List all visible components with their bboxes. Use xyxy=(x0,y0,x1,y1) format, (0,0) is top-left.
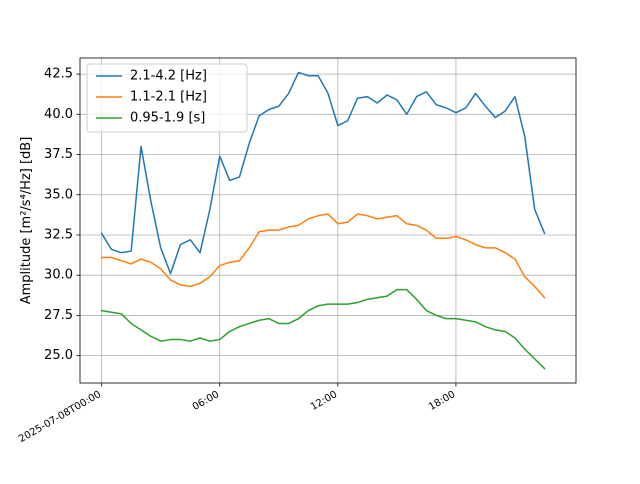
legend-label-series-3: 0.95-1.9 [s] xyxy=(130,111,205,126)
y-axis-label-unit: [m²/s⁴/Hz] [dB] xyxy=(19,137,34,234)
y-tick-label: 35.0 xyxy=(44,187,73,202)
y-axis-label: Amplitude [m²/s⁴/Hz] [dB] xyxy=(19,137,34,305)
legend-label-series-1: 2.1-4.2 [Hz] xyxy=(130,69,207,84)
legend-frame xyxy=(86,63,248,133)
y-tick-label: 37.5 xyxy=(44,147,73,162)
series-line-3 xyxy=(100,288,546,370)
y-tick-label: 30.0 xyxy=(44,268,73,283)
legend-label-series-2: 1.1-2.1 [Hz] xyxy=(130,90,207,105)
y-tick-label: 42.5 xyxy=(44,67,73,82)
y-axis-ticks: 25.0 27.5 30.0 32.5 35.0 37.5 40.0 42.5 xyxy=(44,67,80,363)
series-lines xyxy=(100,71,546,370)
grid-lines xyxy=(80,58,576,383)
y-tick-label: 32.5 xyxy=(44,227,73,242)
plot-frame xyxy=(79,57,577,384)
y-axis-label-text: Amplitude xyxy=(19,238,34,305)
legend: 2.1-4.2 [Hz] 1.1-2.1 [Hz] 0.95-1.9 [s] xyxy=(86,63,248,133)
y-tick-label: 25.0 xyxy=(44,348,73,363)
y-tick-label: 27.5 xyxy=(44,308,73,323)
series-line-2 xyxy=(100,213,546,299)
series-line-1 xyxy=(100,71,546,275)
y-tick-label: 40.0 xyxy=(44,107,73,122)
